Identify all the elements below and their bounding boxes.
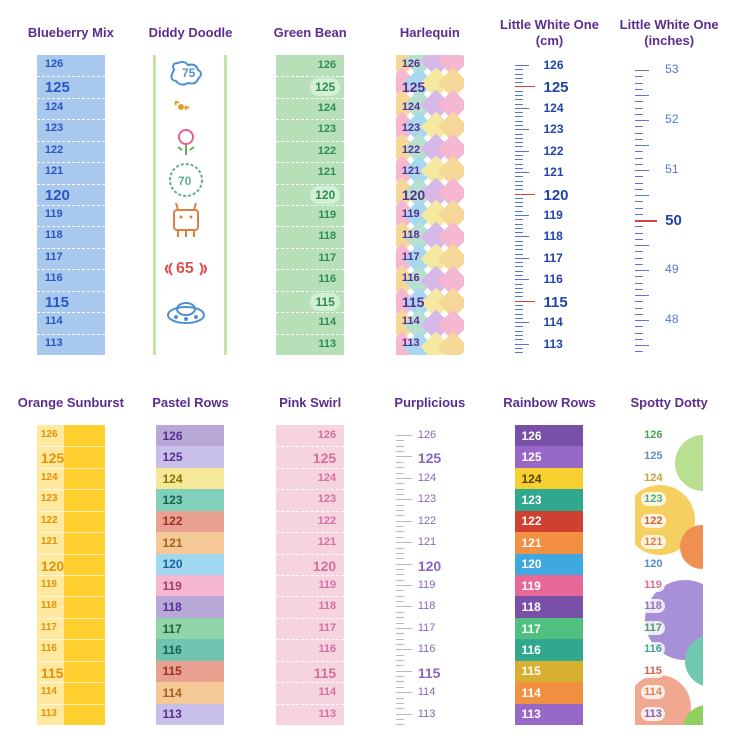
- chart-title: Spotty Dotty: [631, 385, 708, 421]
- chart-harlequin: 1261251241231221211201191181171161151141…: [396, 55, 464, 355]
- chart-cell: Green Bean 126125124123122121120119118117…: [254, 15, 366, 355]
- chart-greenbean: 1261251241231221211201191181171161151141…: [276, 55, 344, 355]
- chart-cell: Spotty Dotty 1261251241231221211201191181…: [613, 385, 725, 725]
- chart-title: Green Bean: [274, 15, 347, 51]
- chart-title: Little White One (cm): [494, 15, 606, 51]
- svg-text:65: 65: [176, 260, 194, 277]
- chart-purp: 1261251241231221211201191181171161151141…: [396, 425, 464, 725]
- chart-spotty: 1261251241231221211201191181171161151141…: [635, 425, 703, 725]
- chart-title: Orange Sunburst: [18, 385, 124, 421]
- doodle-svg: 75 70 65: [156, 55, 218, 355]
- chart-cell: Blueberry Mix 126125124123122121120119118…: [15, 15, 127, 355]
- chart-title: Little White One (inches): [613, 15, 725, 51]
- chart-cell: Pink Swirl 126125124123122121120119118117…: [254, 385, 366, 725]
- chart-cell: Little White One (cm) 1261251241231221211…: [494, 15, 606, 355]
- chart-pink: 1261251241231221211201191181171161151141…: [276, 425, 344, 725]
- chart-blueberry: 1261251241231221211201191181171161151141…: [37, 55, 105, 355]
- chart-cell: Pastel Rows 12612512412312212112011911811…: [135, 385, 247, 725]
- chart-orange: 1261251241231221211201191181171161151141…: [37, 425, 105, 725]
- chart-cell: Rainbow Rows 1261251241231221211201191181…: [494, 385, 606, 725]
- chart-title: Pink Swirl: [279, 385, 341, 421]
- chart-title: Rainbow Rows: [503, 385, 595, 421]
- chart-lwin: 535251504948: [635, 55, 703, 355]
- chart-rainbow: 1261251241231221211201191181171161151141…: [515, 425, 583, 725]
- chart-cell: Diddy Doodle 75 70 65: [135, 15, 247, 355]
- svg-text:75: 75: [182, 66, 196, 80]
- chart-title: Harlequin: [400, 15, 460, 51]
- chart-title: Blueberry Mix: [28, 15, 114, 51]
- svg-text:70: 70: [178, 174, 192, 188]
- chart-title: Diddy Doodle: [149, 15, 233, 51]
- chart-title: Pastel Rows: [152, 385, 229, 421]
- chart-pastel: 1261251241231221211201191181171161151141…: [156, 425, 224, 725]
- chart-cell: Little White One (inches) 535251504948: [613, 15, 725, 355]
- chart-diddy: 75 70 65: [153, 55, 227, 355]
- chart-lwcm: 1261251241231221211201191181171161151141…: [515, 55, 583, 355]
- chart-title: Purplicious: [394, 385, 465, 421]
- chart-cell: Harlequin 1261251241231221211201191181171…: [374, 15, 486, 355]
- chart-cell: Purplicious 12612512412312212112011911811…: [374, 385, 486, 725]
- chart-cell: Orange Sunburst 1261251241231221211201191…: [15, 385, 127, 725]
